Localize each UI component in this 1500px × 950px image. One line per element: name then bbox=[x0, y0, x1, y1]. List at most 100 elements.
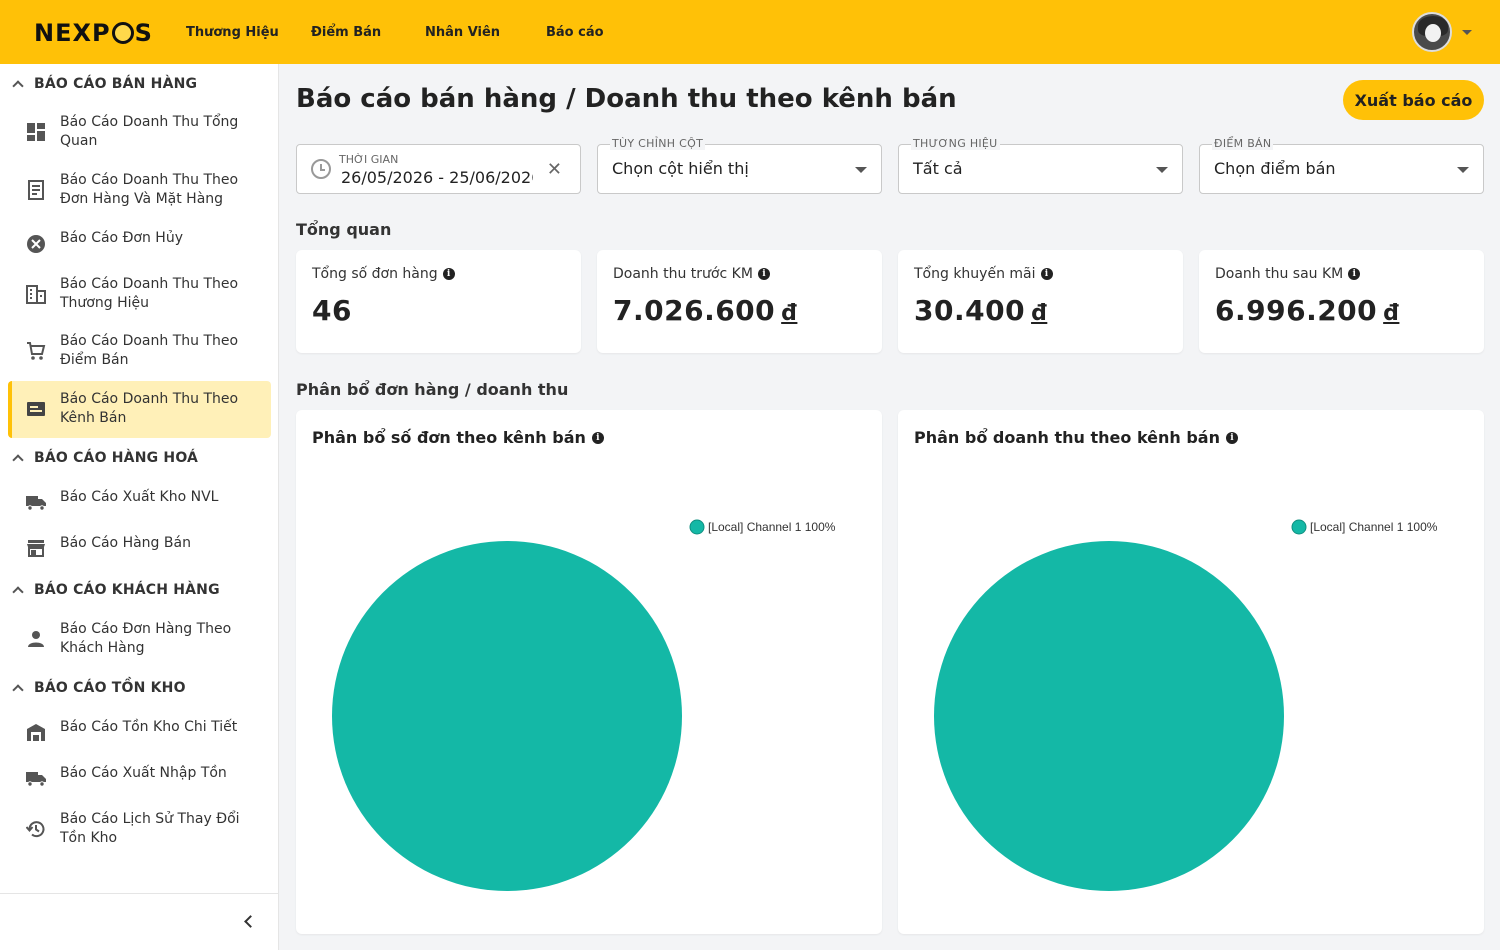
sidebar-item-import-export-stock[interactable]: Báo Cáo Xuất Nhập Tồn bbox=[8, 758, 271, 796]
chevron-down-icon[interactable] bbox=[855, 167, 867, 173]
page-title: Báo cáo bán hàng / Doanh thu theo kênh b… bbox=[296, 84, 957, 114]
sidebar-item-label-line2: Điểm Bán bbox=[60, 352, 129, 368]
dashboard-icon bbox=[25, 121, 47, 143]
date-range-picker[interactable]: THỜI GIAN 26/05/2026 - 25/06/2026 ✕ bbox=[296, 144, 581, 194]
overview-title: Tổng quan bbox=[296, 220, 392, 239]
pie-slice[interactable] bbox=[332, 541, 682, 891]
sidebar-item-sold-goods[interactable]: Báo Cáo Hàng Bán bbox=[8, 528, 271, 566]
sidebar-item-inventory-detail[interactable]: Báo Cáo Tồn Kho Chi Tiết bbox=[8, 712, 271, 750]
sidebar-item-store-revenue[interactable]: Báo Cáo Doanh Thu Theo Điểm Bán bbox=[8, 329, 271, 373]
sidebar-item-label-line2: Đơn Hàng Và Mặt Hàng bbox=[60, 191, 224, 207]
cancel-icon bbox=[25, 233, 47, 255]
close-icon[interactable]: ✕ bbox=[546, 159, 562, 180]
chart-title: Phân bổ số đơn theo kênh bán bbox=[312, 428, 586, 447]
sidebar-item-stock-history[interactable]: Báo Cáo Lịch Sử Thay Đổi Tồn Kho bbox=[8, 807, 271, 851]
stat-card-revenue-before-promo: Doanh thu trước KM i 7.026.600 đ bbox=[597, 250, 882, 353]
user-menu[interactable] bbox=[1412, 12, 1472, 52]
chart-card-revenue-by-channel: Phân bổ doanh thu theo kênh bán i [Local]… bbox=[898, 410, 1484, 934]
sidebar-item-brand-revenue[interactable]: Báo Cáo Doanh Thu Theo Thương Hiệu bbox=[8, 272, 271, 316]
store-select[interactable]: ĐIỂM BÁN Chọn điểm bán bbox=[1199, 137, 1484, 194]
store-icon bbox=[25, 537, 47, 559]
sidebar: BÁO CÁO BÁN HÀNG Báo Cáo Doanh Thu Tổng Q… bbox=[0, 64, 279, 950]
info-icon[interactable]: i bbox=[1040, 268, 1053, 280]
stat-card-revenue-after-promo: Doanh thu sau KM i 6.996.200 đ bbox=[1199, 250, 1484, 353]
legend-label: [Local] Channel 1 100% bbox=[1310, 520, 1438, 534]
sidebar-item-label: Báo Cáo Hàng Bán bbox=[60, 535, 191, 551]
sidebar-item-label: Báo Cáo Doanh Thu Tổng bbox=[60, 114, 239, 130]
info-icon[interactable]: i bbox=[757, 268, 770, 280]
chevron-down-icon[interactable] bbox=[1156, 167, 1168, 173]
legend-marker[interactable] bbox=[1291, 519, 1307, 535]
chevron-down-icon[interactable] bbox=[1462, 29, 1472, 35]
building-icon bbox=[25, 283, 47, 305]
date-range-label: THỜI GIAN bbox=[339, 153, 399, 166]
sidebar-item-label: Báo Cáo Doanh Thu Theo bbox=[60, 333, 239, 349]
chevron-up-icon bbox=[12, 80, 24, 92]
stat-value: 46 bbox=[312, 294, 352, 327]
currency-symbol: đ bbox=[781, 301, 798, 326]
sidebar-item-label-line2: Thương Hiệu bbox=[60, 295, 149, 311]
stat-value: 6.996.200 bbox=[1215, 294, 1378, 327]
brand-select[interactable]: THƯƠNG HIỆU Tất cả bbox=[898, 137, 1183, 194]
nav-staff[interactable]: Nhân Viên bbox=[425, 24, 501, 40]
sidebar-item-overview-revenue[interactable]: Báo Cáo Doanh Thu Tổng Quan bbox=[8, 110, 271, 154]
chevron-up-icon bbox=[12, 586, 24, 598]
stat-label: Doanh thu trước KM bbox=[613, 266, 753, 282]
history-icon bbox=[25, 818, 47, 840]
sidebar-item-customer-orders[interactable]: Báo Cáo Đơn Hàng Theo Khách Hàng bbox=[8, 617, 271, 661]
section-goods-reports[interactable]: BÁO CÁO HÀNG HOÁ bbox=[12, 448, 199, 468]
channel-icon bbox=[25, 398, 47, 420]
section-sales-reports[interactable]: BÁO CÁO BÁN HÀNG bbox=[12, 74, 197, 94]
section-title: BÁO CÁO HÀNG HOÁ bbox=[34, 450, 199, 466]
nexpos-logo[interactable]: NEXP S bbox=[34, 18, 153, 48]
stat-label: Tổng khuyến mãi bbox=[914, 266, 1036, 282]
export-report-button[interactable]: Xuất báo cáo bbox=[1343, 80, 1484, 120]
chevron-down-icon[interactable] bbox=[1457, 167, 1469, 173]
top-bar: NEXP S Thương Hiệu Điểm Bán Nhân Viên Báo… bbox=[0, 0, 1500, 64]
sidebar-item-label-line2: Quan bbox=[60, 133, 98, 149]
info-icon[interactable]: i bbox=[1348, 268, 1361, 280]
truck-icon bbox=[25, 491, 47, 513]
sidebar-item-cancelled-orders[interactable]: Báo Cáo Đơn Hủy bbox=[8, 224, 271, 262]
stat-label: Doanh thu sau KM bbox=[1215, 266, 1344, 282]
pie-slice[interactable] bbox=[934, 541, 1284, 891]
store-select-value: Chọn điểm bán bbox=[1214, 159, 1336, 178]
column-select-label: TÙY CHỈNH CỘT bbox=[610, 137, 706, 150]
sidebar-item-material-export[interactable]: Báo Cáo Xuất Kho NVL bbox=[8, 482, 271, 520]
sidebar-item-label: Báo Cáo Xuất Kho NVL bbox=[60, 489, 219, 505]
nav-store[interactable]: Điểm Bán bbox=[311, 24, 382, 40]
sidebar-item-channel-revenue[interactable]: Báo Cáo Doanh Thu Theo Kênh Bán bbox=[8, 381, 271, 438]
collapse-sidebar-icon[interactable] bbox=[244, 915, 257, 928]
stat-value: 30.400 bbox=[914, 294, 1026, 327]
section-customer-reports[interactable]: BÁO CÁO KHÁCH HÀNG bbox=[12, 580, 220, 600]
sidebar-item-order-product-revenue[interactable]: Báo Cáo Doanh Thu Theo Đơn Hàng Và Mặt Hà… bbox=[8, 168, 271, 212]
chart-card-orders-by-channel: Phân bổ số đơn theo kênh bán i [Local] Ch… bbox=[296, 410, 882, 934]
date-range-value[interactable]: 26/05/2026 - 25/06/2026 bbox=[341, 168, 533, 187]
column-select-value: Chọn cột hiển thị bbox=[612, 159, 749, 178]
legend-label: [Local] Channel 1 100% bbox=[708, 520, 836, 534]
sidebar-item-label-line2: Kênh Bán bbox=[60, 410, 127, 426]
section-inventory-reports[interactable]: BÁO CÁO TỒN KHO bbox=[12, 678, 186, 698]
sidebar-item-label: Báo Cáo Doanh Thu Theo bbox=[60, 391, 239, 407]
sidebar-item-label-line2: Khách Hàng bbox=[60, 640, 145, 656]
info-icon[interactable]: i bbox=[442, 268, 455, 280]
stat-card-total-orders: Tổng số đơn hàng i 46 bbox=[296, 250, 581, 353]
pie-chart-orders: [Local] Channel 1 100% bbox=[332, 519, 836, 891]
stat-card-total-promo: Tổng khuyến mãi i 30.400 đ bbox=[898, 250, 1183, 353]
column-select[interactable]: TÙY CHỈNH CỘT Chọn cột hiển thị bbox=[597, 137, 882, 194]
info-icon[interactable]: i bbox=[1226, 431, 1238, 444]
sidebar-footer bbox=[0, 893, 279, 950]
nav-brand[interactable]: Thương Hiệu bbox=[186, 24, 279, 40]
info-icon[interactable]: i bbox=[591, 431, 604, 444]
nav-report[interactable]: Báo cáo bbox=[546, 24, 604, 40]
brand-select-label: THƯƠNG HIỆU bbox=[911, 137, 1000, 150]
brand-select-value: Tất cả bbox=[913, 159, 963, 178]
warehouse-icon bbox=[25, 721, 47, 743]
currency-symbol: đ bbox=[1383, 301, 1400, 326]
avatar[interactable] bbox=[1412, 12, 1452, 52]
stat-label: Tổng số đơn hàng bbox=[312, 266, 438, 282]
logo-o-icon bbox=[111, 22, 134, 44]
chart-title: Phân bổ doanh thu theo kênh bán bbox=[914, 428, 1220, 447]
legend-marker[interactable] bbox=[689, 519, 705, 535]
receipt-icon bbox=[25, 179, 47, 201]
